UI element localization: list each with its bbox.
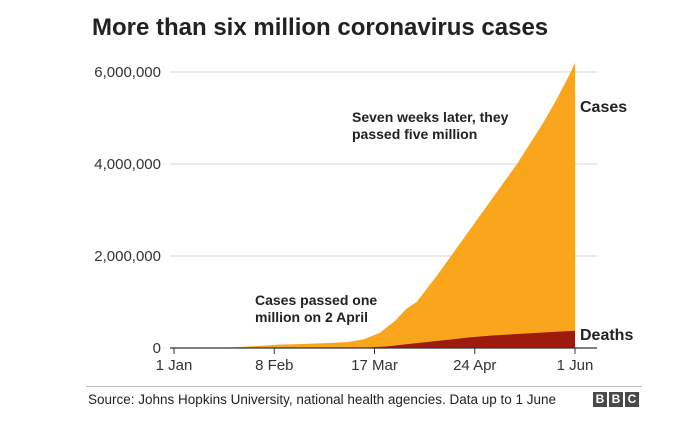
series-label-deaths: Deaths: [580, 327, 633, 344]
x-tick-label: 24 Apr: [453, 357, 496, 374]
footer-divider: [86, 386, 642, 387]
annotation-line: Seven weeks later, they: [352, 109, 509, 125]
series-labels: Cases Deaths: [580, 99, 633, 344]
x-tick-label: 1 Jun: [557, 357, 594, 374]
x-axis: [170, 347, 597, 354]
chart-title: More than six million coronavirus cases: [92, 14, 549, 41]
x-tick-labels: 1 Jan 8 Feb 17 Mar 24 Apr 1 Jun: [156, 357, 594, 374]
annotation-line: Cases passed one: [255, 292, 377, 308]
bbc-logo-letter: C: [625, 392, 639, 407]
area-deaths: [174, 330, 575, 348]
source-note: Source: Johns Hopkins University, nation…: [88, 392, 557, 407]
x-tick-label: 1 Jan: [156, 357, 193, 374]
annotation-line: million on 2 April: [255, 309, 368, 325]
x-tick-label: 8 Feb: [255, 357, 293, 374]
bbc-logo-letter: B: [609, 392, 623, 407]
x-tick-label: 17 Mar: [351, 357, 398, 374]
y-tick-label: 0: [153, 340, 161, 357]
bbc-logo: B B C: [593, 392, 639, 407]
y-tick-label: 4,000,000: [94, 156, 161, 173]
y-tick-label: 6,000,000: [94, 64, 161, 81]
bbc-logo-letter: B: [593, 392, 607, 407]
area-series: [174, 62, 575, 349]
y-tick-label: 2,000,000: [94, 248, 161, 265]
annotation-line: passed five million: [352, 126, 477, 142]
series-label-cases: Cases: [580, 99, 627, 116]
area-cases: [174, 62, 575, 349]
y-tick-labels: 6,000,000 4,000,000 2,000,000 0: [94, 64, 161, 357]
